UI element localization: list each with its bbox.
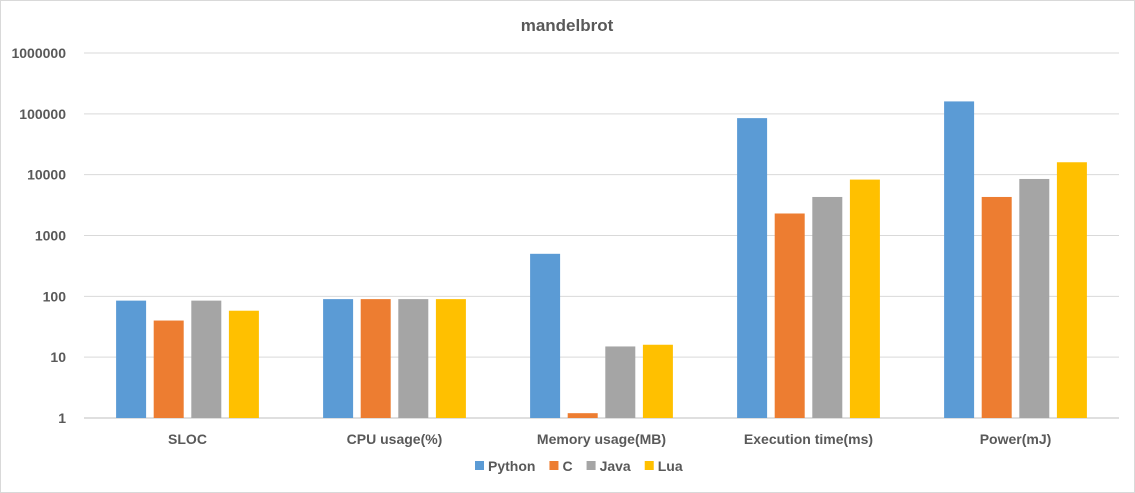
- legend-label-java: Java: [600, 458, 631, 474]
- x-category-label: CPU usage(%): [347, 431, 443, 447]
- bar-python-1: [323, 299, 354, 418]
- bar-java-2: [605, 346, 636, 418]
- bar-lua-4: [1056, 162, 1087, 418]
- legend-swatch-c: [549, 461, 559, 470]
- y-tick-label: 1: [58, 410, 66, 426]
- bar-python-2: [530, 253, 561, 418]
- bar-c-4: [981, 196, 1012, 418]
- bars: [116, 101, 1087, 419]
- legend-swatch-lua: [644, 461, 654, 470]
- legend-label-lua: Lua: [658, 458, 683, 474]
- bar-c-0: [153, 320, 184, 418]
- legend-swatch-python: [475, 461, 484, 470]
- bar-lua-0: [228, 310, 259, 418]
- y-tick-label: 10000: [27, 167, 66, 183]
- bar-lua-1: [435, 299, 466, 418]
- chart-title: mandelbrot: [521, 16, 614, 35]
- bar-lua-2: [642, 344, 673, 418]
- x-category-label: SLOC: [168, 431, 207, 447]
- bar-c-3: [774, 213, 805, 418]
- bar-python-0: [116, 300, 147, 418]
- bar-java-3: [812, 196, 843, 418]
- y-tick-label: 100000: [19, 106, 66, 122]
- y-tick-label: 1000000: [11, 45, 66, 61]
- x-category-label: Memory usage(MB): [537, 431, 666, 447]
- legend: Python C Java Lua: [475, 458, 683, 474]
- y-tick-label: 1000: [35, 228, 66, 244]
- legend-label-c: C: [562, 458, 572, 474]
- x-axis-categories: SLOC CPU usage(%) Memory usage(MB) Executio…: [168, 431, 1051, 447]
- bar-c-1: [360, 299, 391, 418]
- x-category-label: Power(mJ): [980, 431, 1052, 447]
- y-tick-label: 100: [43, 288, 67, 304]
- bar-c-2: [567, 413, 598, 418]
- bar-python-3: [737, 118, 768, 418]
- bar-java-4: [1019, 178, 1050, 418]
- y-axis-ticks: 1 10 100 1000 10000 100000 1000000: [11, 45, 66, 426]
- bar-java-0: [191, 300, 222, 418]
- bar-lua-3: [849, 179, 880, 418]
- bar-java-1: [398, 299, 429, 418]
- legend-swatch-java: [586, 461, 596, 470]
- legend-label-python: Python: [488, 458, 535, 474]
- x-category-label: Execution time(ms): [744, 431, 873, 447]
- bar-python-4: [944, 101, 975, 419]
- y-tick-label: 10: [50, 349, 66, 365]
